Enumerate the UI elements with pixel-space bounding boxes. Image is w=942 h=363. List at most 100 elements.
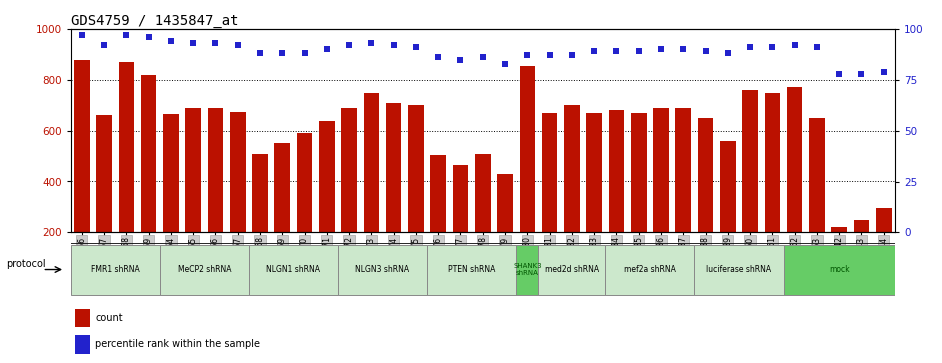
Point	[631, 49, 646, 54]
Point	[542, 53, 557, 58]
Bar	[832, 227, 847, 283]
FancyBboxPatch shape	[539, 245, 606, 295]
Point	[721, 50, 736, 56]
Text: mef2a shRNA: mef2a shRNA	[624, 265, 675, 274]
Point	[386, 42, 401, 48]
Point	[587, 49, 602, 54]
Point	[230, 42, 245, 48]
Bar	[341, 108, 357, 283]
Bar	[765, 93, 780, 283]
Point	[742, 44, 757, 50]
Text: luciferase shRNA: luciferase shRNA	[706, 265, 771, 274]
Bar	[475, 154, 491, 283]
Text: NLGN3 shRNA: NLGN3 shRNA	[355, 265, 410, 274]
FancyBboxPatch shape	[784, 245, 895, 295]
Bar	[230, 111, 246, 283]
Point	[119, 32, 134, 38]
Point	[654, 46, 669, 52]
Point	[788, 42, 803, 48]
Bar	[74, 309, 89, 327]
Bar	[274, 143, 290, 283]
Point	[497, 61, 512, 66]
Point	[430, 54, 446, 60]
Bar	[497, 174, 512, 283]
Text: NLGN1 shRNA: NLGN1 shRNA	[267, 265, 320, 274]
Text: MeCP2 shRNA: MeCP2 shRNA	[177, 265, 231, 274]
Bar	[163, 114, 179, 283]
Point	[275, 50, 290, 56]
Bar	[609, 110, 625, 283]
Bar	[853, 220, 869, 283]
Bar	[186, 108, 201, 283]
Bar	[809, 118, 825, 283]
Bar	[631, 113, 646, 283]
FancyBboxPatch shape	[71, 245, 160, 295]
Bar	[586, 113, 602, 283]
Point	[252, 50, 268, 56]
Point	[141, 34, 156, 40]
Bar	[364, 93, 380, 283]
Point	[453, 57, 468, 62]
Point	[409, 44, 424, 50]
Bar	[74, 60, 89, 283]
Point	[832, 71, 847, 77]
Bar	[319, 121, 334, 283]
Bar	[787, 87, 803, 283]
Point	[520, 53, 535, 58]
Bar	[96, 115, 112, 283]
Point	[765, 44, 780, 50]
Text: count: count	[95, 313, 123, 323]
Text: GDS4759 / 1435847_at: GDS4759 / 1435847_at	[71, 14, 238, 28]
Point	[319, 46, 334, 52]
Point	[208, 40, 223, 46]
Point	[876, 69, 891, 75]
Bar	[297, 133, 313, 283]
Point	[96, 42, 111, 48]
Bar	[74, 335, 89, 354]
Point	[364, 40, 379, 46]
Bar	[653, 108, 669, 283]
Bar	[698, 118, 713, 283]
Point	[297, 50, 312, 56]
Bar	[386, 103, 401, 283]
Point	[342, 42, 357, 48]
FancyBboxPatch shape	[516, 245, 539, 295]
FancyBboxPatch shape	[606, 245, 694, 295]
Point	[698, 49, 713, 54]
Point	[475, 54, 490, 60]
Point	[74, 32, 89, 38]
Text: FMR1 shRNA: FMR1 shRNA	[90, 265, 139, 274]
Bar	[675, 108, 691, 283]
Bar	[720, 141, 736, 283]
FancyBboxPatch shape	[338, 245, 427, 295]
Bar	[119, 62, 134, 283]
FancyBboxPatch shape	[694, 245, 784, 295]
Bar	[140, 75, 156, 283]
Point	[609, 49, 624, 54]
Text: percentile rank within the sample: percentile rank within the sample	[95, 339, 260, 349]
FancyBboxPatch shape	[249, 245, 338, 295]
Bar	[564, 105, 579, 283]
Text: mock: mock	[829, 265, 850, 274]
FancyBboxPatch shape	[160, 245, 249, 295]
Bar	[430, 155, 446, 283]
Point	[564, 53, 579, 58]
Bar	[542, 113, 558, 283]
Bar	[520, 66, 535, 283]
Text: med2d shRNA: med2d shRNA	[544, 265, 599, 274]
Text: PTEN shRNA: PTEN shRNA	[448, 265, 495, 274]
Point	[675, 46, 690, 52]
Point	[163, 38, 178, 44]
Text: protocol: protocol	[6, 259, 45, 269]
Bar	[742, 90, 758, 283]
Bar	[252, 154, 268, 283]
Bar	[453, 165, 468, 283]
Point	[854, 71, 869, 77]
Text: SHANK3
shRNA: SHANK3 shRNA	[513, 263, 542, 276]
Point	[186, 40, 201, 46]
FancyBboxPatch shape	[427, 245, 516, 295]
Bar	[876, 208, 891, 283]
Point	[809, 44, 824, 50]
Bar	[207, 108, 223, 283]
Bar	[408, 105, 424, 283]
